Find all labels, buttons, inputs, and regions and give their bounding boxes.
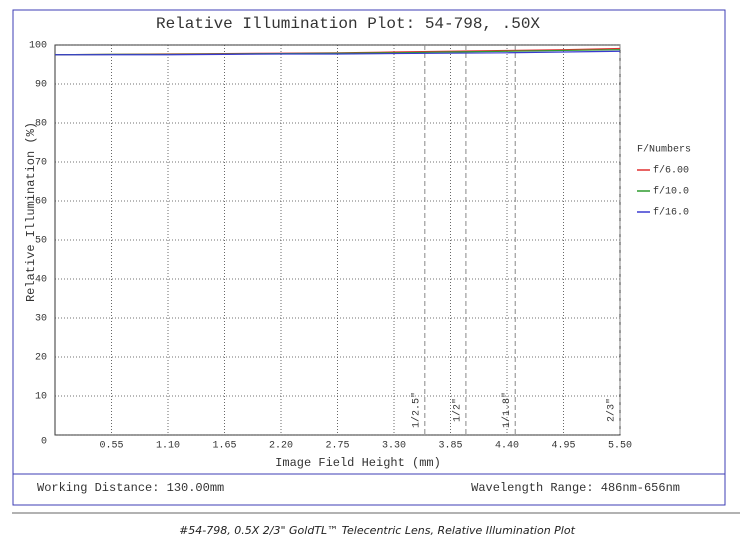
x-tick-label: 3.30	[382, 441, 406, 452]
y-tick-label: 40	[35, 275, 47, 286]
y-tick-label: 20	[35, 353, 47, 364]
sensor-label: 1/2.5"	[410, 392, 422, 428]
sensor-label: 1/2"	[452, 398, 464, 422]
x-tick-label: 5.50	[608, 441, 632, 452]
footer-right: Wavelength Range: 486nm-656nm	[471, 481, 680, 495]
x-tick-label: 1.10	[156, 441, 180, 452]
y-axis-label: Relative Illumination (%)	[24, 122, 38, 302]
series-line	[55, 50, 621, 56]
x-tick-label: 0.55	[99, 441, 123, 452]
y-tick-label: 30	[35, 314, 47, 325]
sensor-label: 2/3"	[606, 398, 618, 422]
y-tick-label: 10	[35, 392, 47, 403]
x-tick-label: 4.95	[551, 441, 575, 452]
y-tick-label: 90	[35, 80, 47, 91]
legend-label: f/10.0	[653, 186, 689, 198]
x-tick-label: 4.40	[495, 441, 519, 452]
y-tick-label: 80	[35, 119, 47, 130]
legend-label: f/16.0	[653, 207, 689, 219]
frame	[12, 9, 726, 506]
legend-title: F/Numbers	[637, 144, 691, 156]
x-tick-label: 2.75	[325, 441, 349, 452]
sensor-label: 1/1.8"	[501, 392, 513, 428]
caption: #54-798, 0.5X 2/3" GoldTL™ Telecentric L…	[179, 524, 576, 537]
y-tick-label: 100	[29, 41, 47, 52]
footer-left: Working Distance: 130.00mm	[37, 481, 224, 495]
y-tick-label: 60	[35, 197, 47, 208]
y-tick-label: 70	[35, 158, 47, 169]
x-tick-label: 3.85	[438, 441, 462, 452]
legend-label: f/6.00	[653, 165, 689, 177]
x-tick-label: 2.20	[269, 441, 293, 452]
x-axis-label: Image Field Height (mm)	[275, 456, 441, 470]
x-tick-label: 1.65	[212, 441, 236, 452]
chart-title: Relative Illumination Plot: 54-798, .50X	[156, 15, 540, 33]
y-tick-label: 0	[41, 437, 47, 448]
y-tick-label: 50	[35, 236, 47, 247]
